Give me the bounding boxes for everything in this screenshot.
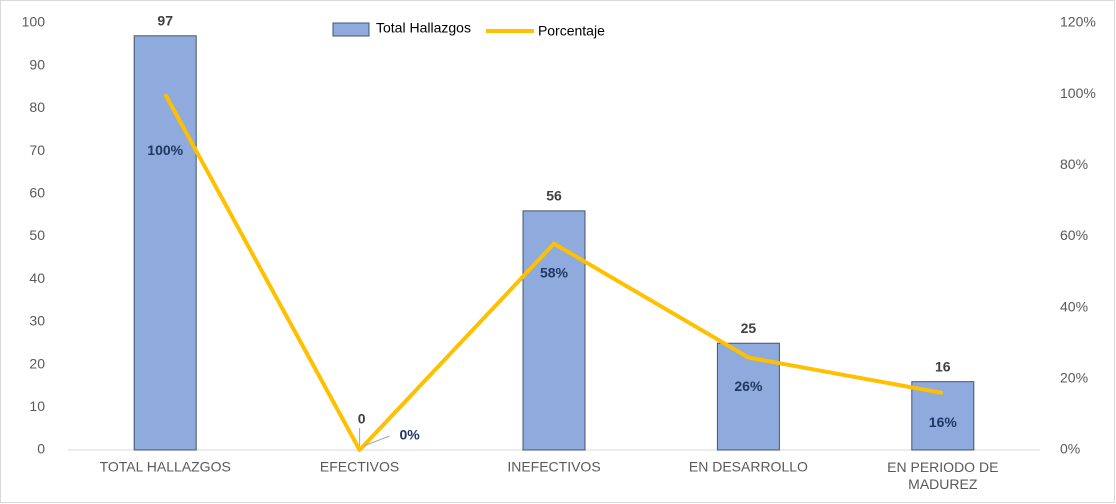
y2-tick-label: 120% [1060, 14, 1096, 30]
data-label: 26% [734, 378, 763, 394]
y-tick-label: 30 [29, 313, 45, 329]
y2-tick-label: 60% [1060, 227, 1088, 243]
y-tick-label: 80 [29, 99, 45, 115]
line [163, 93, 944, 452]
data-label: 0% [399, 427, 420, 443]
y-tick-label: 90 [29, 56, 45, 72]
legend-swatch [332, 22, 370, 37]
x-tick-label: EFECTIVOS [320, 459, 399, 475]
x-tick-label: EN DESARROLLO [689, 459, 808, 475]
y-tick-label: 100 [22, 14, 46, 30]
data-label: 16 [935, 358, 951, 374]
y-tick-label: 20 [29, 355, 45, 371]
y-tick-label: 0 [37, 441, 45, 457]
y2-tick-label: 80% [1060, 156, 1088, 172]
x-tick-label: EN PERIODO DE MADUREZ [887, 459, 998, 492]
y-tick-label: 50 [29, 227, 45, 243]
data-label: 0 [358, 411, 366, 427]
data-label: 25 [741, 320, 757, 336]
y-tick-label: 40 [29, 270, 45, 286]
data-label: 58% [540, 264, 569, 280]
y2-tick-label: 100% [1060, 85, 1096, 101]
leader-line [363, 435, 390, 447]
legend-label: Porcentaje [538, 23, 605, 39]
y2-tick-label: 0% [1060, 441, 1080, 457]
data-label: 16% [929, 414, 958, 430]
y-tick-label: 60 [29, 185, 45, 201]
legend-label: Total Hallazgos [376, 20, 471, 36]
bar [522, 210, 586, 451]
y-tick-label: 70 [29, 142, 45, 158]
bar [133, 35, 197, 451]
y-tick-label: 10 [29, 398, 45, 414]
x-tick-label: INEFECTIVOS [507, 459, 600, 475]
data-label: 97 [157, 13, 173, 29]
x-tick-label: TOTAL HALLAZGOS [100, 459, 231, 475]
data-label: 56 [546, 188, 562, 204]
y2-tick-label: 20% [1060, 370, 1088, 386]
data-label: 100% [147, 142, 183, 158]
y2-tick-label: 40% [1060, 298, 1088, 314]
